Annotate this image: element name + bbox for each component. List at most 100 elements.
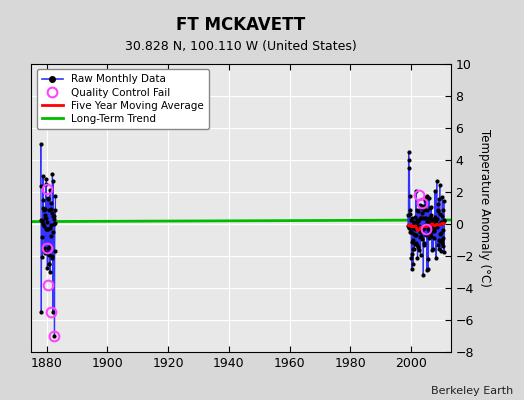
Point [429,246,438,252]
Point [411,214,419,220]
Point [421,222,429,228]
Point [436,238,444,245]
Point [409,261,418,267]
Point [49,228,57,235]
Point [420,242,428,248]
Point [432,254,440,261]
Point [409,237,417,243]
Point [421,214,430,221]
Point [424,256,432,262]
Point [414,218,423,224]
Point [45,252,53,258]
Point [413,217,421,224]
Point [421,203,429,210]
Point [50,212,58,219]
Point [411,226,420,232]
Point [40,245,48,251]
Point [430,224,439,230]
Point [407,254,416,261]
Point [407,229,415,235]
Point [37,217,45,223]
Text: Berkeley Earth: Berkeley Earth [431,386,514,396]
Point [51,220,59,226]
Point [48,255,56,262]
Point [421,232,430,238]
Point [414,223,423,229]
Point [408,215,417,222]
Point [38,196,47,203]
Point [50,216,58,222]
Y-axis label: Temperature Anomaly (°C): Temperature Anomaly (°C) [478,129,490,287]
Point [434,208,442,214]
Point [405,225,413,231]
Point [410,230,418,237]
Point [38,218,46,224]
Point [437,248,445,254]
Point [44,195,52,202]
Point [410,246,418,252]
Point [46,187,54,194]
Point [425,205,434,211]
Point [405,157,413,163]
Point [41,249,50,256]
Point [417,233,425,239]
Point [47,200,55,206]
Point [417,215,425,222]
Point [435,182,444,189]
Point [419,224,428,230]
Point [431,218,440,224]
Point [418,226,427,233]
Point [43,265,51,272]
Point [46,224,54,231]
Point [41,215,49,222]
Point [433,224,441,230]
Point [424,195,433,201]
Point [427,204,435,210]
Point [419,204,427,210]
Point [418,203,426,209]
Point [422,222,431,228]
Point [428,216,436,222]
Point [40,206,49,212]
Point [430,228,438,235]
Point [39,205,47,212]
Point [40,223,48,230]
Point [40,248,49,254]
Point [409,225,418,231]
Point [51,207,59,214]
Point [46,269,54,275]
Point [427,233,435,240]
Point [426,230,434,236]
Point [38,254,47,260]
Point [417,210,425,216]
Point [44,245,52,251]
Point [428,246,436,253]
Point [440,218,449,224]
Point [43,196,52,202]
Point [428,228,436,234]
Point [422,193,431,200]
Point [431,222,440,228]
Point [38,218,46,224]
Point [415,247,423,253]
Legend: Raw Monthly Data, Quality Control Fail, Five Year Moving Average, Long-Term Tren: Raw Monthly Data, Quality Control Fail, … [37,69,209,129]
Point [45,260,53,267]
Point [439,206,447,213]
Point [417,228,425,234]
Point [431,216,440,223]
Point [407,229,415,235]
Point [413,255,422,262]
Point [412,188,420,194]
Point [423,219,432,226]
Point [439,242,447,249]
Point [420,206,429,213]
Point [431,188,439,194]
Point [440,249,448,256]
Point [41,212,49,218]
Point [423,226,432,232]
Point [418,204,426,211]
Point [50,220,58,227]
Point [440,198,448,204]
Point [411,231,420,238]
Point [428,226,436,233]
